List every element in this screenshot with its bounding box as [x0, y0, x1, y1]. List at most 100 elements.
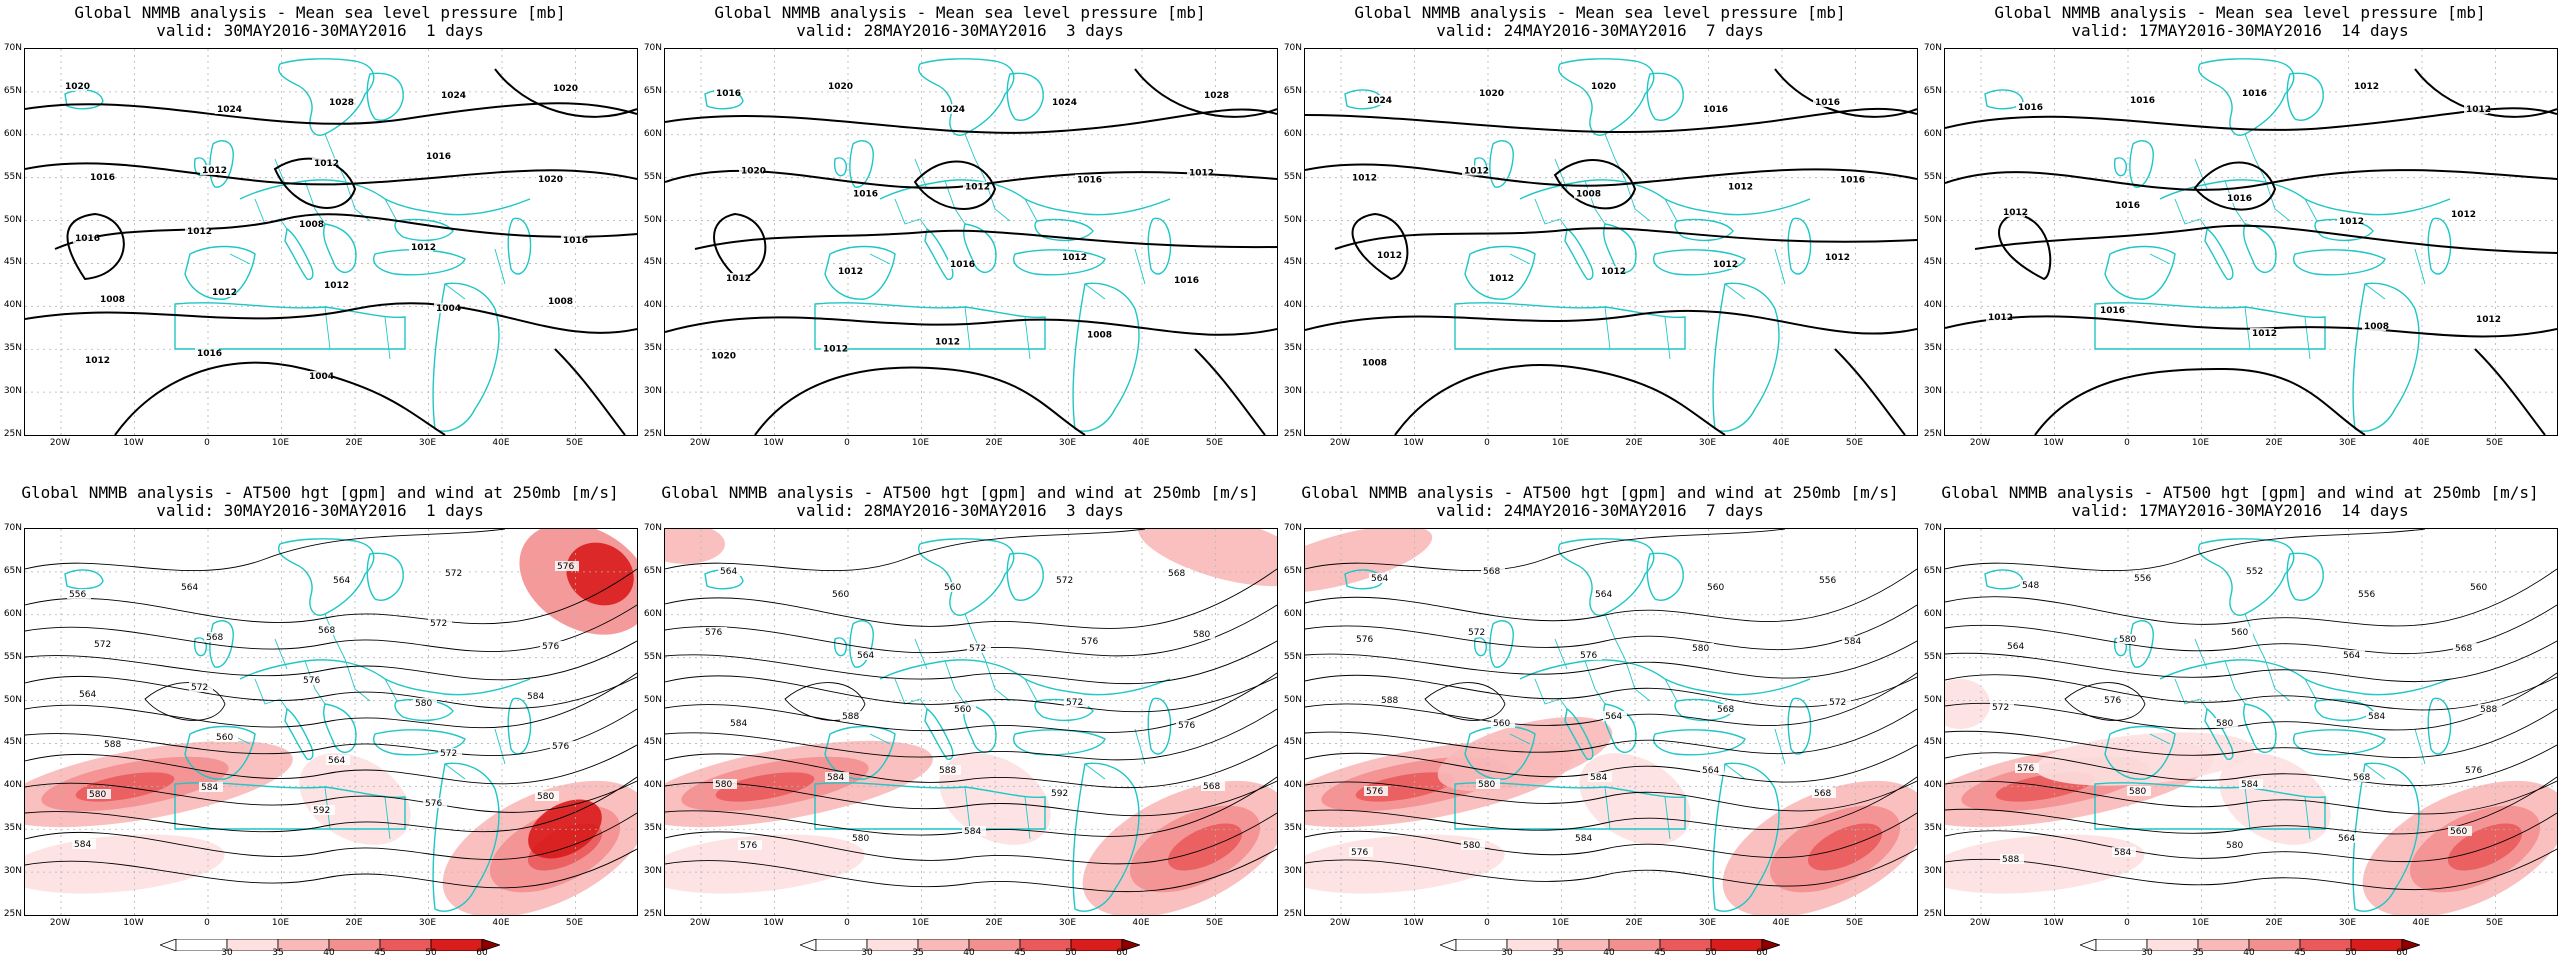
colorbar-label: 45 [374, 948, 386, 958]
contour-label: 568 [206, 633, 223, 643]
contour-label: 1008 [100, 295, 125, 305]
longitude-tick-label: 30E [1058, 438, 1077, 448]
contour-label: 1008 [1576, 190, 1601, 200]
colorbar-label: 35 [912, 948, 924, 958]
isoline [1834, 348, 1906, 435]
isoline [1305, 812, 1917, 859]
contour-label: 588 [1381, 696, 1398, 706]
isoline [1194, 348, 1266, 435]
contour-label: 580 [2216, 719, 2233, 729]
z500-wind-panel: Global NMMB analysis - AT500 hgt [gpm] a… [0, 480, 640, 960]
contour-label: 1012 [2354, 82, 2379, 92]
coastline-layer [704, 58, 1172, 432]
isoline [25, 776, 637, 833]
contour-label: 560 [832, 590, 849, 600]
map-canvas: 548 556 552 556 560 564 580 560 564 568 572 576 580 5… [1945, 529, 2557, 915]
map-canvas: 1016 1016 1016 1012 1012 1012 1016 1016 1012 1012… [1945, 49, 2557, 435]
contour-label: 560 [2450, 827, 2467, 837]
colorbar-label: 60 [2396, 948, 2408, 958]
wind-speed-area [1137, 529, 1277, 587]
isoline [144, 682, 226, 721]
contour-label: 580 [415, 699, 432, 709]
contour-label: 588 [842, 712, 859, 722]
contour-label: 556 [2134, 574, 2151, 584]
contour-label: 568 [2455, 644, 2472, 654]
contour-layer [25, 529, 637, 889]
longitude-tick-label: 40E [492, 918, 510, 928]
colorbar-label: 45 [2294, 948, 2306, 958]
colorbar-container [1438, 936, 1782, 952]
isoline [1945, 315, 2557, 338]
contour-label: 1016 [90, 173, 115, 183]
contour-label: 1012 [2476, 315, 2501, 325]
contour-label: 584 [1844, 637, 1861, 647]
longitude-tick-label: 10W [123, 918, 144, 928]
longitude-tick-label: 10W [763, 918, 784, 928]
contour-label: 572 [191, 683, 208, 693]
contour-label: 1028 [329, 98, 354, 108]
isoline [25, 529, 506, 572]
longitude-tick-label: 50E [565, 438, 584, 448]
contour-label: 1016 [2227, 194, 2252, 204]
isoline [1305, 744, 1917, 783]
coastline-layer [1344, 538, 1812, 912]
isoline [1305, 529, 1786, 572]
isoline [665, 672, 1277, 733]
isoline [665, 780, 1277, 817]
map-canvas: 564 560 560 572 568 576 564 572 576 580 584 588 560 5… [665, 529, 1277, 915]
contour-label: 572 [1056, 576, 1073, 586]
wind-speed-area [1305, 529, 1433, 593]
contour-label: 580 [89, 790, 106, 800]
contour-label: 1016 [1174, 276, 1199, 286]
isoline [25, 675, 637, 709]
contour-label: 576 [2465, 766, 2482, 776]
longitude-tick-label: 30E [1698, 438, 1717, 448]
contour-label: 1016 [563, 236, 588, 246]
contour-label: 560 [2470, 583, 2487, 593]
contour-label: 592 [313, 806, 330, 816]
contour-label: 1016 [1703, 105, 1728, 115]
panel-valid-period: valid: 24MAY2016-30MAY2016 7 days [1436, 501, 1764, 520]
latitude-tick-label: 50N [1923, 694, 1942, 705]
contour-label: 1012 [726, 274, 751, 284]
panel-title: Global NMMB analysis - Mean sea level pr… [714, 3, 1206, 22]
contour-label: 1012 [1988, 313, 2013, 323]
colorbar-container [2078, 936, 2422, 952]
latitude-tick-label: 25N [1283, 429, 1302, 439]
longitude-tick-label: 30E [2338, 918, 2357, 928]
isoline [1945, 812, 2557, 863]
contour-label: 1016 [2115, 201, 2140, 211]
wind-colorbar [158, 938, 502, 952]
longitude-tick-label: 50E [2485, 438, 2504, 448]
longitude-tick-label: 10E [2191, 918, 2210, 928]
contour-label: 1020 [538, 175, 563, 185]
isoline [1305, 848, 1917, 887]
latitude-tick-label: 65N [1923, 85, 1942, 96]
latitude-tick-label: 60N [1923, 608, 1942, 619]
contour-label: 1012 [2451, 210, 2476, 220]
latitude-tick-label: 30N [1923, 386, 1942, 397]
longitude-tick-label: 40E [2412, 438, 2430, 448]
map-frame: 564 560 560 572 568 576 564 572 576 580 584 588 560 5… [664, 528, 1278, 916]
latitude-tick-label: 55N [1283, 651, 1302, 662]
isoline [1945, 776, 2557, 835]
isoline [665, 529, 1146, 572]
isoline [25, 812, 637, 861]
contour-label: 576 [1580, 651, 1597, 661]
isoline [665, 812, 1277, 865]
contour-label: 580 [2129, 787, 2146, 797]
isoline [25, 744, 637, 785]
isoline [665, 708, 1277, 761]
latitude-tick-label: 50N [1923, 214, 1942, 225]
contour-label: 1016 [716, 89, 741, 99]
contour-label: 1012 [1464, 167, 1489, 177]
map-canvas: 1024 1020 1020 1016 1016 1012 1012 1008 1012 1016… [1305, 49, 1917, 435]
map-canvas: 564 568 564 560 556 576 572 576 580 584 588 560 564 5… [1305, 529, 1917, 915]
latitude-tick-label: 50N [3, 214, 22, 225]
isoline [1305, 674, 1917, 708]
longitude-tick-label: 50E [2485, 918, 2504, 928]
isoline [1305, 107, 1917, 134]
contour-label: 584 [74, 840, 91, 850]
panel-title: Global NMMB analysis - AT500 hgt [gpm] a… [1941, 483, 2539, 502]
latitude-tick-label: 50N [1283, 214, 1302, 225]
